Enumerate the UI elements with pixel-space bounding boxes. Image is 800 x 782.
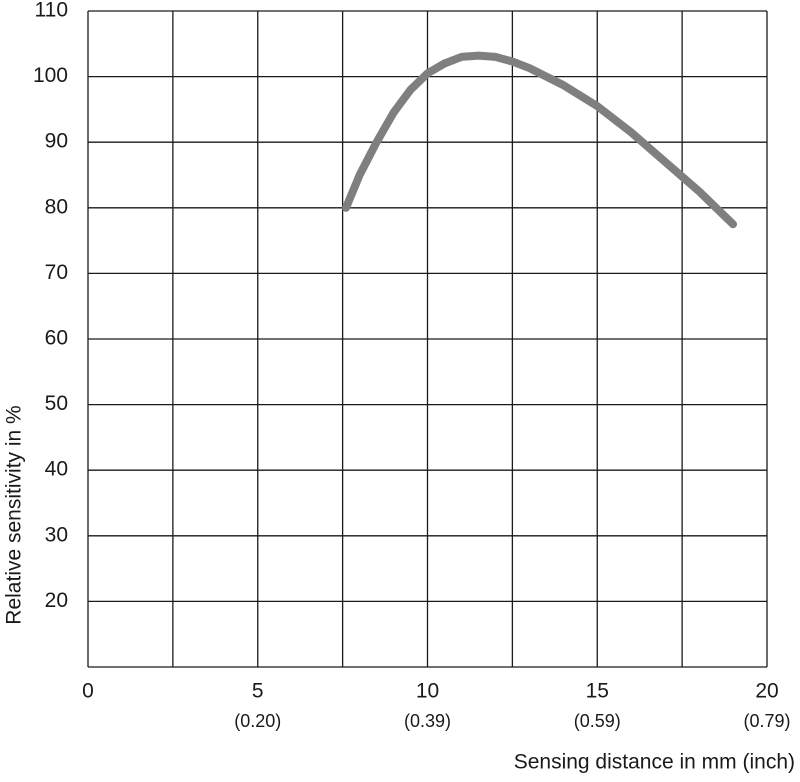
x-tick-label: 0 [82,680,94,703]
x-tick-sublabel: (0.59) [574,711,621,731]
y-tick-label: 30 [45,523,68,546]
y-tick-label: 110 [35,0,68,22]
y-tick-label: 40 [45,458,68,481]
line-series [342,51,738,229]
x-tick-sublabel: (0.20) [234,711,281,731]
y-tick-label: 100 [33,64,68,87]
y-axis-label: Relative sensitivity in % [3,405,26,624]
y-tick-label: 20 [45,589,68,612]
x-tick-label: 20 [755,680,778,703]
y-tick-label: 90 [45,130,68,153]
y-tick-label: 80 [45,195,68,218]
x-tick-sublabel: (0.39) [404,711,451,731]
x-tick-label: 10 [416,680,439,703]
y-tick-label: 60 [45,327,68,350]
y-tick-label: 50 [45,392,68,415]
x-tick-label: 15 [586,680,609,703]
x-tick-label: 5 [252,680,264,703]
y-tick-label: 70 [45,261,68,284]
x-tick-sublabel: (0.79) [743,711,790,731]
x-axis-label: Sensing distance in mm (inch) [514,751,795,774]
